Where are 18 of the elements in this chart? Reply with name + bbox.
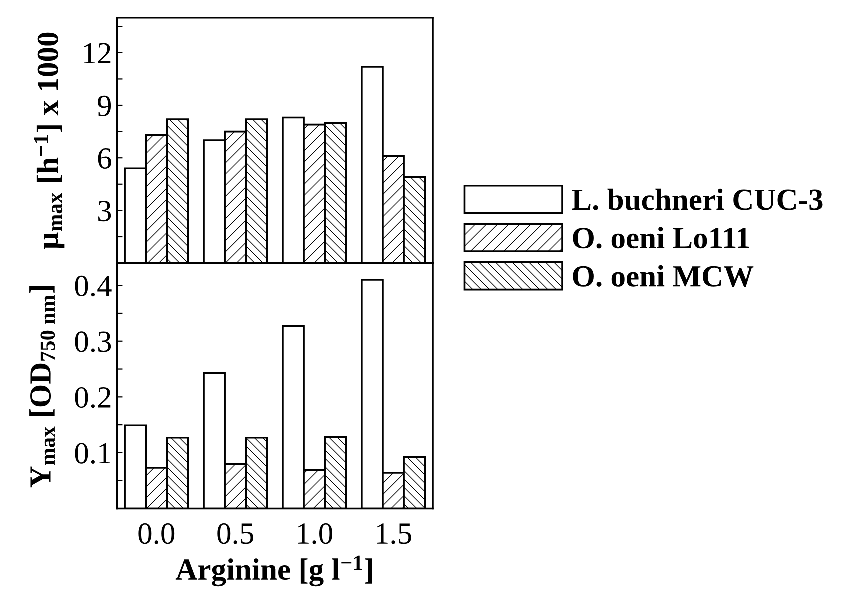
y-axis-title: Y$_{max}$ [OD$_{750 nm}$] bbox=[30, 286, 56, 488]
y-tick-label: 3 bbox=[98, 201, 112, 222]
y-tick-label: 0.2 bbox=[75, 387, 111, 408]
legend-label: L. buchneri CUC-3 bbox=[572, 188, 823, 210]
y-tick-label: 0.3 bbox=[75, 332, 112, 352]
legend-label: O. oeni MCW bbox=[573, 265, 754, 288]
y-tick-label: 0.4 bbox=[75, 276, 112, 297]
y-axis-title: μ$_{max}$ [h$^{−1}$] x 1000 bbox=[34, 32, 65, 250]
x-tick-label: 1.0 bbox=[298, 523, 332, 544]
x-axis-title: Arginine [g l$^{−1}$] bbox=[176, 556, 372, 587]
y-tick-label: 12 bbox=[84, 43, 111, 64]
y-tick-label: 9 bbox=[98, 96, 112, 116]
x-tick-label: 1.5 bbox=[377, 524, 412, 544]
y-tick-label: 0.1 bbox=[75, 443, 110, 464]
x-tick-label: 0.0 bbox=[138, 523, 175, 544]
x-tick-label: 0.5 bbox=[218, 523, 254, 544]
legend-label: O. oeni Lo111 bbox=[573, 227, 750, 249]
y-tick-label: 6 bbox=[98, 148, 112, 169]
